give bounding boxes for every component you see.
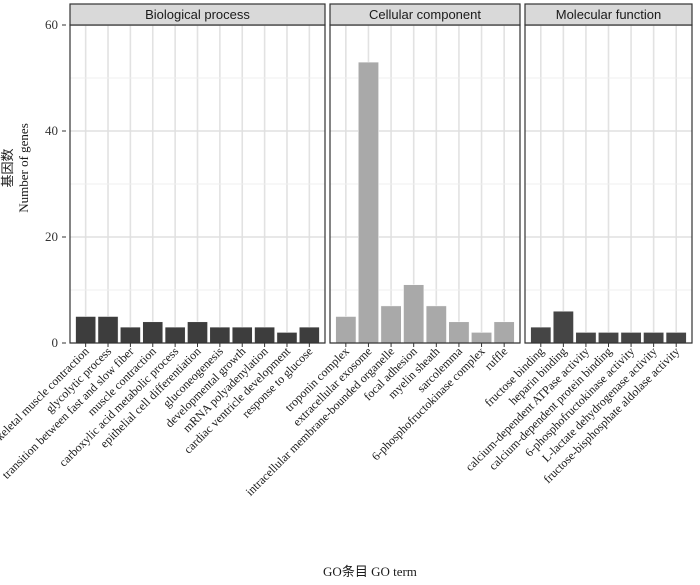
panel-title: Molecular function xyxy=(556,7,662,22)
bar xyxy=(493,321,515,344)
y-axis-title-en: Number of genes xyxy=(16,123,31,213)
bar xyxy=(142,321,164,344)
bar xyxy=(575,332,597,344)
bar xyxy=(276,332,298,344)
bar xyxy=(598,332,619,344)
bar xyxy=(254,326,275,344)
bar xyxy=(643,332,665,344)
x-tick-label: ruffle xyxy=(482,344,511,373)
bar xyxy=(335,316,357,344)
bar xyxy=(552,310,574,344)
bar xyxy=(209,326,231,344)
y-tick-label: 60 xyxy=(45,17,58,32)
panel-title: Biological process xyxy=(145,7,250,22)
bar xyxy=(120,326,141,344)
y-axis-title-cn: 基因数 xyxy=(0,148,15,187)
panel-strip xyxy=(524,3,693,26)
bar xyxy=(358,61,379,344)
y-tick-label: 40 xyxy=(45,123,58,138)
bar xyxy=(299,326,320,344)
bar xyxy=(164,326,186,344)
x-axis-title: GO条目 GO term xyxy=(323,564,417,579)
bar xyxy=(75,316,96,344)
bar xyxy=(231,326,253,344)
bar xyxy=(530,326,552,344)
bar xyxy=(471,332,492,344)
bar xyxy=(380,305,402,344)
bar xyxy=(665,332,687,344)
panel-title: Cellular component xyxy=(369,7,481,22)
bar xyxy=(187,321,208,344)
panel-strip xyxy=(329,3,521,26)
bar xyxy=(620,332,642,344)
bar xyxy=(448,321,470,344)
bar xyxy=(403,284,425,344)
y-tick-label: 20 xyxy=(45,229,58,244)
bar xyxy=(425,305,447,344)
y-tick-label: 0 xyxy=(52,335,59,350)
bar xyxy=(97,316,119,344)
panel-strip xyxy=(69,3,326,26)
